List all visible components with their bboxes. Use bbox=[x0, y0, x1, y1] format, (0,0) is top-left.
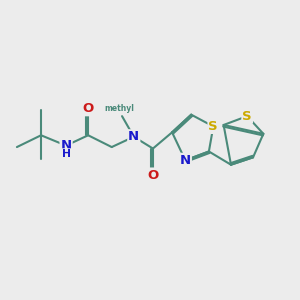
Text: N: N bbox=[128, 130, 140, 143]
Text: N: N bbox=[61, 139, 72, 152]
Text: S: S bbox=[208, 120, 218, 133]
Text: O: O bbox=[82, 102, 94, 115]
Text: H: H bbox=[61, 149, 70, 159]
Text: O: O bbox=[147, 169, 159, 182]
Text: N: N bbox=[180, 154, 191, 167]
Text: methyl: methyl bbox=[104, 104, 134, 113]
Text: S: S bbox=[242, 110, 252, 123]
